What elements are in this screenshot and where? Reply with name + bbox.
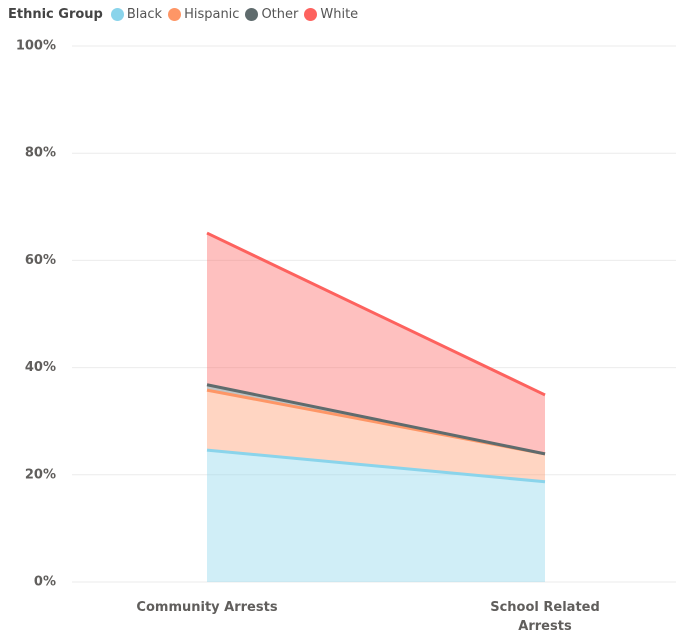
legend-swatch xyxy=(245,8,259,21)
area-fill xyxy=(207,390,545,482)
legend: Ethnic Group Black Hispanic Other White xyxy=(8,7,364,22)
area-line xyxy=(206,231,546,397)
area-fill xyxy=(207,233,545,454)
legend-swatch xyxy=(168,8,182,21)
legend-label: White xyxy=(320,7,359,22)
legend-label: Other xyxy=(261,7,299,22)
y-tick-label: 40% xyxy=(25,360,56,375)
x-tick-label: Community Arrests xyxy=(136,600,278,615)
legend-title: Ethnic Group xyxy=(8,7,103,22)
x-tick-label: School Related Arrests xyxy=(490,600,600,634)
legend-label: Black xyxy=(126,7,163,22)
y-tick-label: 20% xyxy=(25,467,56,482)
y-tick-label: 100% xyxy=(16,39,56,54)
legend-swatch xyxy=(110,8,124,21)
legend-item: Black xyxy=(110,7,163,22)
legend-item: White xyxy=(304,7,358,22)
y-tick-label: 60% xyxy=(25,253,56,268)
legend-item: Other xyxy=(245,7,298,22)
y-tick-label: 80% xyxy=(25,146,56,161)
area-line xyxy=(206,383,546,456)
area-line xyxy=(206,448,546,484)
legend-item: Hispanic xyxy=(168,7,239,22)
legend-label: Hispanic xyxy=(184,7,240,22)
y-tick-label: 0% xyxy=(34,575,56,590)
area-fill xyxy=(207,450,545,582)
legend-swatch xyxy=(304,8,318,21)
